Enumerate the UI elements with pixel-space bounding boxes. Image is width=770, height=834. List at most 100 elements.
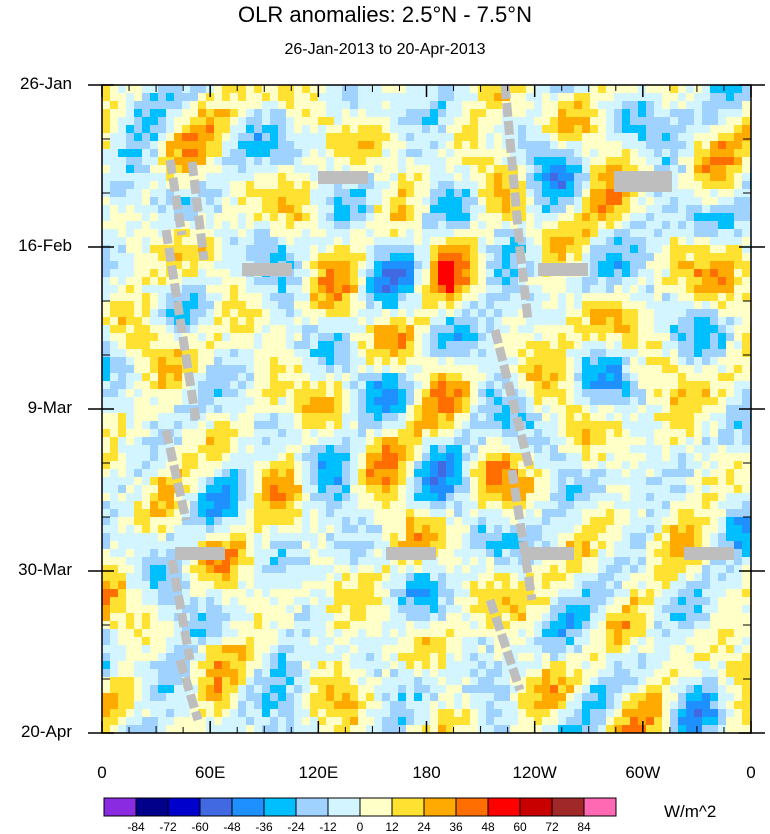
heatmap-cell — [694, 101, 703, 110]
heatmap-cell — [414, 365, 423, 374]
heatmap-cell — [286, 557, 295, 566]
heatmap-cell — [350, 565, 359, 574]
heatmap-cell — [630, 309, 639, 318]
heatmap-cell — [238, 285, 247, 294]
heatmap-cell — [294, 557, 303, 566]
heatmap-cell — [398, 325, 407, 334]
heatmap-cell — [454, 525, 463, 534]
heatmap-cell — [398, 333, 407, 342]
heatmap-cell — [382, 213, 391, 222]
heatmap-cell — [630, 189, 639, 198]
heatmap-cell — [358, 229, 367, 238]
heatmap-cell — [494, 93, 503, 102]
heatmap-cell — [662, 125, 671, 134]
heatmap-cell — [254, 85, 263, 94]
heatmap-cell — [190, 221, 199, 230]
heatmap-cell — [286, 317, 295, 326]
heatmap-cell — [494, 533, 503, 542]
heatmap-cell — [598, 413, 607, 422]
heatmap-cell — [646, 293, 655, 302]
heatmap-cell — [142, 325, 151, 334]
heatmap-cell — [166, 293, 175, 302]
heatmap-cell — [238, 205, 247, 214]
heatmap-cell — [494, 557, 503, 566]
heatmap-cell — [670, 189, 679, 198]
heatmap-cell — [494, 197, 503, 206]
heatmap-cell — [374, 133, 383, 142]
heatmap-cell — [318, 413, 327, 422]
heatmap-cell — [646, 205, 655, 214]
heatmap-cell — [566, 173, 575, 182]
heatmap-cell — [118, 565, 127, 574]
heatmap-cell — [606, 189, 615, 198]
heatmap-cell — [246, 413, 255, 422]
heatmap-cell — [126, 173, 135, 182]
heatmap-cell — [246, 445, 255, 454]
heatmap-cell — [494, 341, 503, 350]
heatmap-cell — [406, 565, 415, 574]
heatmap-cell — [126, 365, 135, 374]
heatmap-cell — [366, 165, 375, 174]
heatmap-cell — [686, 493, 695, 502]
heatmap-cell — [262, 253, 271, 262]
heatmap-cell — [262, 485, 271, 494]
heatmap-cell — [174, 437, 183, 446]
heatmap-cell — [582, 525, 591, 534]
heatmap-cell — [542, 509, 551, 518]
heatmap-cell — [502, 437, 511, 446]
heatmap-cell — [454, 173, 463, 182]
heatmap-cell — [334, 525, 343, 534]
heatmap-cell — [494, 445, 503, 454]
heatmap-cell — [430, 165, 439, 174]
heatmap-cell — [478, 189, 487, 198]
heatmap-cell — [350, 509, 359, 518]
heatmap-cell — [310, 189, 319, 198]
heatmap-cell — [398, 309, 407, 318]
heatmap-cell — [486, 549, 495, 558]
heatmap-cell — [598, 533, 607, 542]
heatmap-cell — [174, 253, 183, 262]
heatmap-cell — [174, 269, 183, 278]
heatmap-cell — [414, 117, 423, 126]
heatmap-cell — [166, 509, 175, 518]
heatmap-cell — [622, 397, 631, 406]
heatmap-cell — [350, 469, 359, 478]
heatmap-cell — [470, 381, 479, 390]
heatmap-cell — [238, 317, 247, 326]
heatmap-cell — [670, 373, 679, 382]
heatmap-cell — [222, 221, 231, 230]
heatmap-cell — [118, 549, 127, 558]
heatmap-cell — [726, 405, 735, 414]
heatmap-cell — [614, 205, 623, 214]
heatmap-cell — [366, 253, 375, 262]
heatmap-cell — [502, 277, 511, 286]
heatmap-cell — [446, 85, 455, 94]
heatmap-cell — [102, 373, 111, 382]
heatmap-cell — [222, 525, 231, 534]
heatmap-cell — [342, 245, 351, 254]
heatmap-cell — [390, 189, 399, 198]
heatmap-cell — [718, 509, 727, 518]
heatmap-cell — [366, 461, 375, 470]
heatmap-cell — [454, 189, 463, 198]
heatmap-cell — [110, 429, 119, 438]
heatmap-cell — [502, 469, 511, 478]
heatmap-cell — [238, 221, 247, 230]
heatmap-cell — [414, 285, 423, 294]
heatmap-cell — [382, 373, 391, 382]
heatmap-cell — [230, 469, 239, 478]
heatmap-cell — [702, 493, 711, 502]
heatmap-cell — [334, 437, 343, 446]
heatmap-cell — [566, 317, 575, 326]
heatmap-cell — [190, 101, 199, 110]
heatmap-cell — [174, 453, 183, 462]
heatmap-cell — [270, 309, 279, 318]
heatmap-cell — [718, 85, 727, 94]
heatmap-cell — [638, 389, 647, 398]
heatmap-cell — [254, 357, 263, 366]
heatmap-cell — [694, 229, 703, 238]
heatmap-cell — [366, 205, 375, 214]
heatmap-cell — [358, 533, 367, 542]
heatmap-cell — [598, 261, 607, 270]
heatmap-cell — [374, 157, 383, 166]
